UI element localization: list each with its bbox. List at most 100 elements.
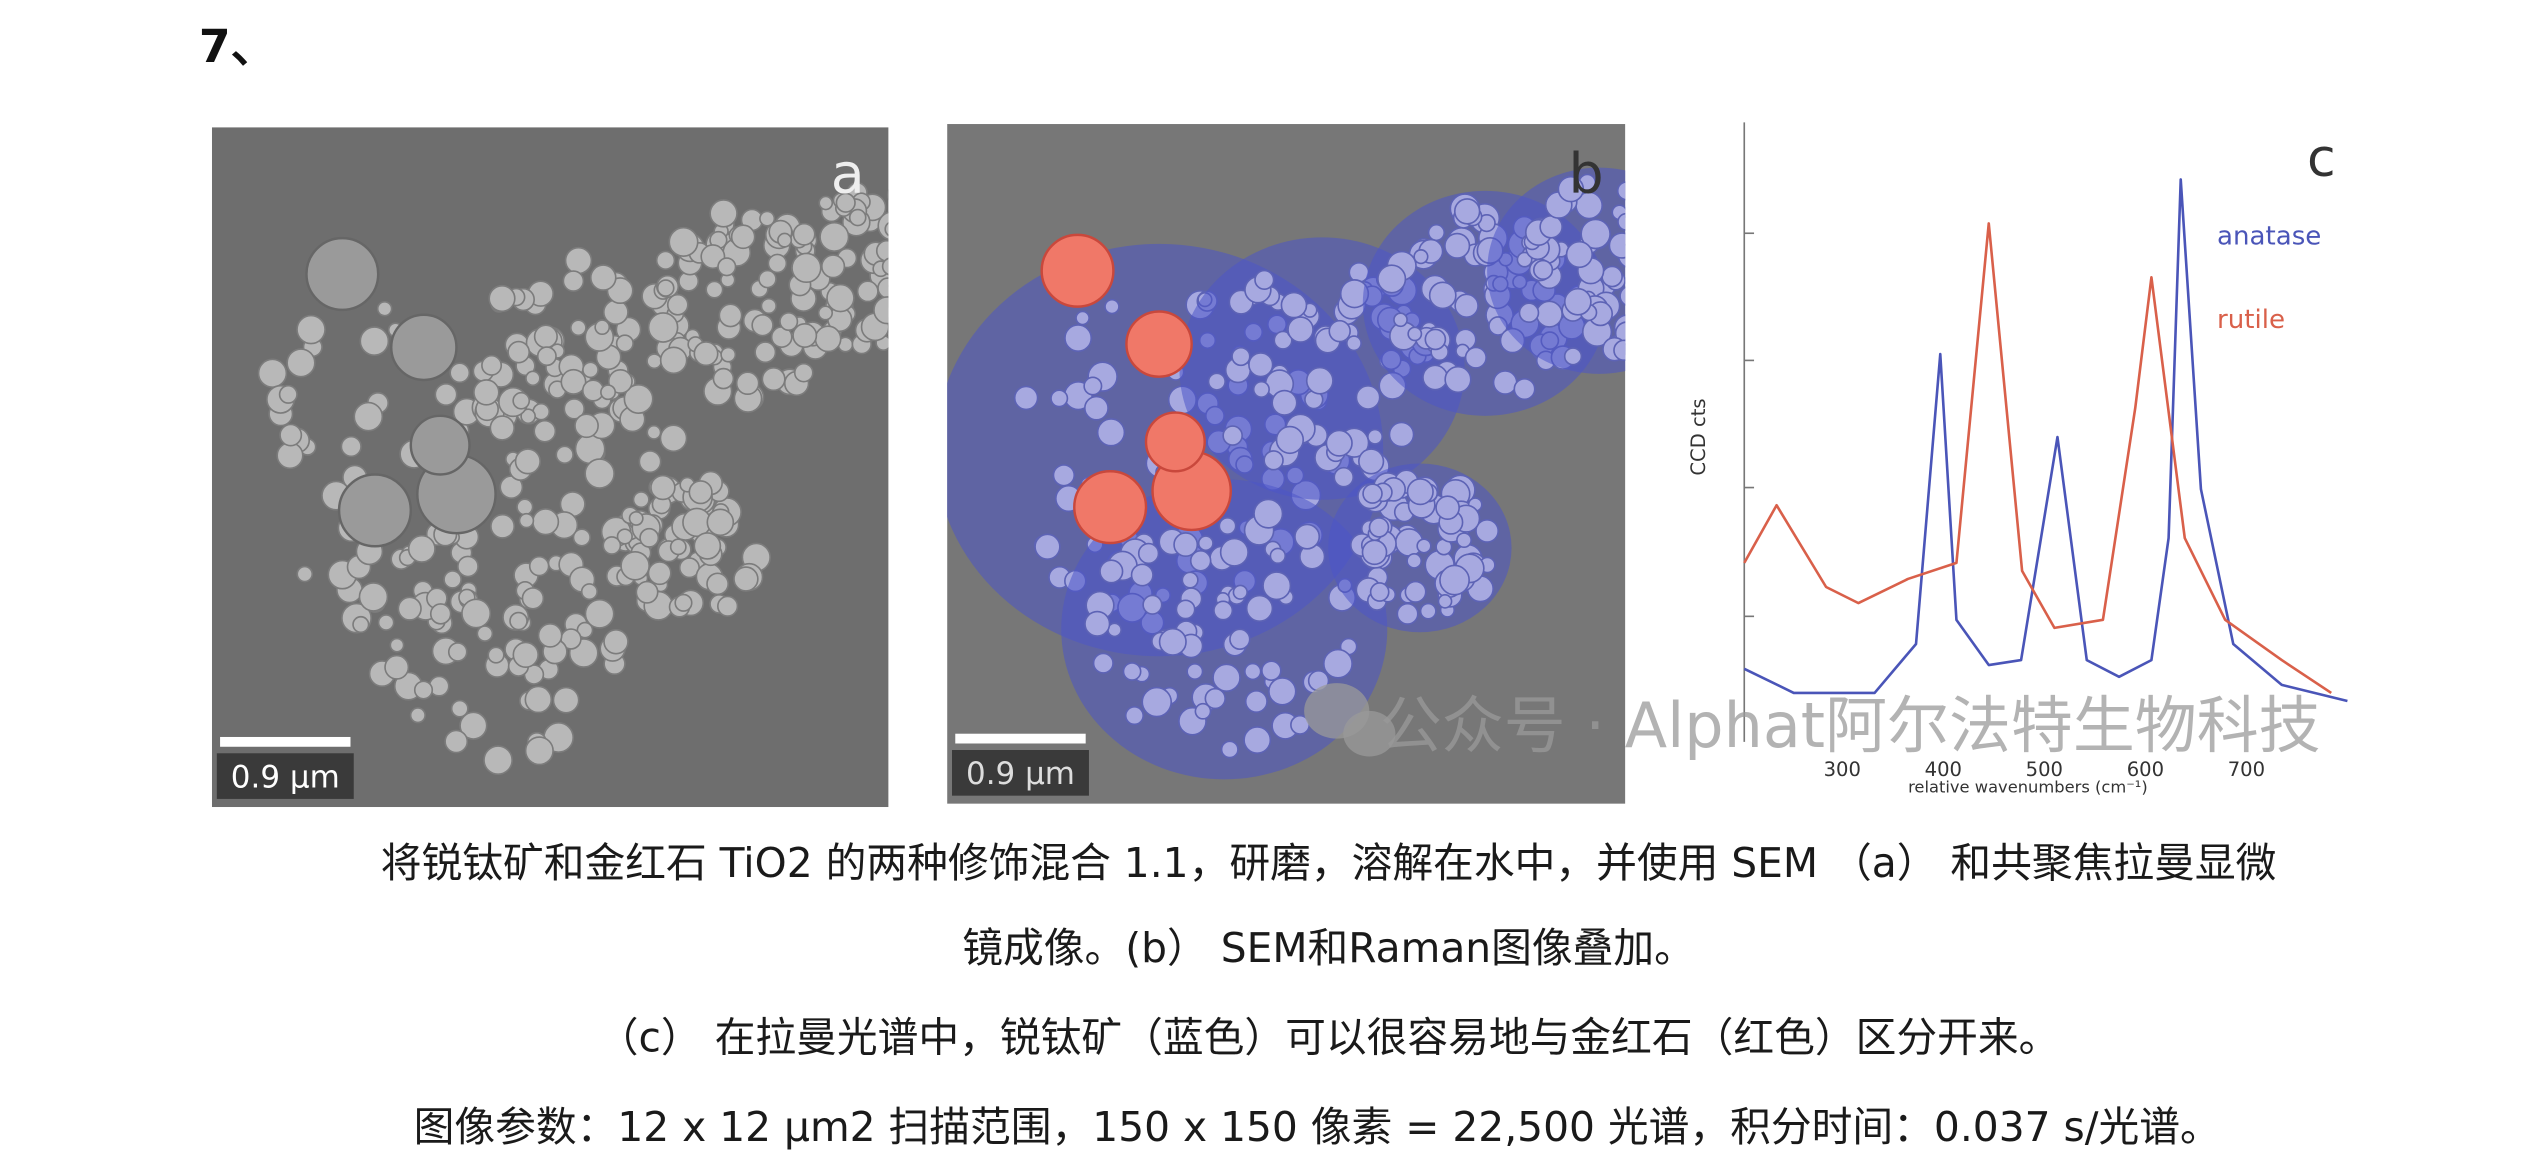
- particle: [628, 510, 644, 526]
- particle: [1245, 594, 1274, 623]
- particle: [1358, 448, 1385, 475]
- particle: [779, 311, 799, 332]
- particle: [761, 367, 786, 392]
- particle: [450, 699, 469, 718]
- particle: [487, 646, 505, 664]
- particle: [1413, 249, 1429, 265]
- particle: [525, 370, 541, 387]
- particle: [881, 257, 889, 276]
- particle: [489, 415, 515, 441]
- particle: [1616, 181, 1626, 201]
- particle: [1362, 483, 1383, 504]
- particle: [1244, 690, 1268, 713]
- particle: [1034, 533, 1061, 560]
- scale-box: [952, 750, 1089, 796]
- caption-line: （c） 在拉曼光谱中，锐钛矿（蓝色）可以很容易地与金红石（红色）区分开来。: [598, 1014, 2060, 1062]
- particle: [688, 480, 713, 505]
- particle: [483, 745, 513, 776]
- particle: [758, 269, 777, 289]
- particle: [706, 572, 729, 596]
- particle: [533, 419, 557, 443]
- scale-label: 0.9 μm: [966, 756, 1075, 792]
- particle: [607, 368, 633, 394]
- particle: [1631, 207, 1649, 225]
- particle: [1252, 380, 1270, 399]
- particle: [560, 368, 587, 395]
- particle: [1539, 215, 1563, 239]
- particle: [1137, 542, 1160, 565]
- particle: [616, 528, 633, 545]
- particle: [896, 221, 915, 240]
- particle: [589, 264, 617, 291]
- particle: [1273, 330, 1293, 350]
- particle: [1369, 582, 1390, 602]
- particle: [1444, 365, 1472, 394]
- particle: [656, 279, 675, 297]
- spectrum-line: [1743, 222, 2332, 695]
- particle: [476, 625, 494, 642]
- particle: [1231, 346, 1251, 367]
- particle: [1173, 532, 1199, 558]
- particle: [706, 508, 735, 537]
- particle: [603, 628, 629, 655]
- particle: [635, 580, 659, 604]
- particle: [1243, 726, 1272, 754]
- particle: [887, 188, 889, 201]
- particle: [620, 550, 650, 581]
- particle: [668, 226, 699, 257]
- particle: [512, 391, 531, 410]
- particle: [1427, 223, 1446, 242]
- particle: [1613, 339, 1626, 362]
- particle: [712, 367, 735, 390]
- particle: [674, 593, 693, 612]
- panel-label: b: [1569, 143, 1604, 207]
- particle: [1280, 291, 1308, 319]
- crystal: [409, 414, 471, 476]
- particle: [413, 680, 434, 700]
- particle: [473, 379, 500, 406]
- particle: [358, 582, 389, 612]
- particle: [1636, 261, 1657, 282]
- particle: [524, 685, 553, 714]
- particle: [443, 570, 462, 589]
- particle: [819, 221, 850, 252]
- particle: [655, 250, 676, 271]
- particle: [461, 598, 492, 629]
- particle: [1632, 262, 1647, 277]
- particle: [921, 256, 944, 279]
- particle: [1207, 372, 1226, 391]
- particle: [602, 299, 629, 326]
- particle: [1104, 298, 1120, 315]
- particle: [1130, 563, 1154, 587]
- particle: [1189, 550, 1212, 572]
- particle: [638, 450, 662, 474]
- particle: [449, 362, 471, 384]
- particle: [1464, 346, 1487, 369]
- particle: [818, 195, 834, 211]
- particle: [1305, 366, 1334, 395]
- particle: [352, 615, 370, 634]
- particle: [791, 252, 822, 284]
- particle: [1626, 242, 1643, 259]
- particle: [835, 192, 856, 213]
- particle: [1406, 553, 1423, 569]
- particle: [1141, 686, 1173, 718]
- particle: [384, 654, 410, 680]
- particle: [1253, 498, 1284, 529]
- particle: [647, 312, 679, 343]
- particle: [922, 218, 947, 243]
- particle: [531, 508, 560, 536]
- particle: [286, 348, 316, 378]
- particle: [457, 555, 479, 578]
- particle: [1218, 516, 1237, 535]
- particle: [1328, 319, 1351, 343]
- particle: [1667, 284, 1691, 308]
- particle: [1232, 584, 1248, 600]
- particle: [1663, 258, 1684, 279]
- particle: [897, 204, 922, 229]
- particle: [754, 341, 777, 364]
- particle: [533, 324, 558, 349]
- particle: [1269, 547, 1287, 565]
- particle: [576, 621, 594, 639]
